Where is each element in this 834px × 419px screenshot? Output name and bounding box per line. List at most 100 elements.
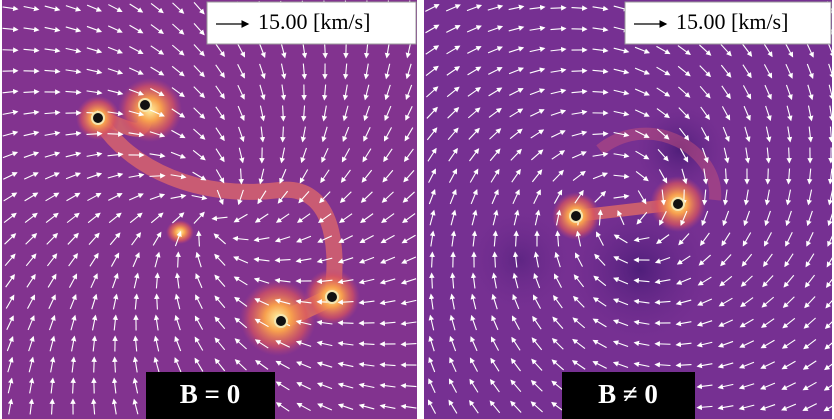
velocity-arrow [2, 5, 19, 12]
velocity-arrow [781, 339, 796, 349]
velocity-arrow [592, 339, 607, 349]
velocity-arrow [512, 272, 519, 289]
velocity-arrow [742, 43, 753, 57]
velocity-arrow [571, 151, 587, 159]
velocity-arrow [719, 275, 733, 287]
velocity-arrow [128, 172, 145, 179]
velocity-arrow [656, 45, 671, 55]
velocity-arrow [550, 67, 567, 74]
velocity-arrow [510, 358, 521, 372]
velocity-arrow [361, 169, 373, 183]
velocity-arrow [274, 257, 291, 263]
velocity-arrow [592, 131, 609, 137]
velocity-arrow [358, 341, 375, 347]
velocity-arrow [7, 377, 14, 394]
velocity-arrow [634, 109, 650, 117]
velocity-arrow [153, 314, 160, 331]
velocity-arrow [612, 361, 629, 369]
velocity-arrow [171, 87, 185, 98]
velocity-arrow [193, 211, 205, 224]
velocity-arrow [722, 189, 729, 206]
velocity-arrow [720, 64, 732, 78]
velocity-arrow [23, 151, 40, 158]
velocity-arrow [551, 380, 565, 392]
velocity-arrow [214, 253, 226, 266]
velocity-arrow [110, 252, 120, 267]
velocity-arrow [470, 314, 477, 331]
velocity-arrow [234, 317, 248, 329]
velocity-arrow [321, 147, 329, 163]
velocity-arrow [132, 356, 139, 373]
velocity-arrow [740, 297, 754, 308]
velocity-arrow [613, 256, 629, 264]
velocity-arrow [469, 168, 479, 183]
velocity-arrow [86, 25, 103, 33]
velocity-arrow [675, 299, 692, 306]
velocity-arrow [571, 68, 588, 74]
velocity-arrow [824, 342, 832, 350]
velocity-arrow [594, 253, 606, 266]
velocity-arrow [254, 213, 269, 223]
velocity-arrow [425, 4, 440, 12]
velocity-arrow [678, 107, 690, 120]
velocity-arrow [425, 65, 439, 77]
velocity-arrow [827, 235, 832, 247]
velocity-arrow [128, 193, 144, 201]
velocity-arrow [112, 293, 119, 310]
velocity-arrow [195, 273, 203, 289]
velocity-arrow [150, 212, 164, 224]
velocity-arrow [633, 361, 650, 368]
velocity-arrow [696, 383, 713, 390]
velocity-arrow [721, 232, 731, 247]
velocity-arrow [681, 168, 688, 185]
velocity-arrow [633, 340, 650, 347]
velocity-arrow [400, 403, 417, 410]
velocity-arrow [111, 272, 119, 289]
velocity-arrow [170, 173, 187, 180]
velocity-arrow [67, 232, 79, 245]
velocity-arrow [132, 335, 139, 352]
velocity-arrow [149, 152, 166, 159]
velocity-arrow [150, 3, 164, 14]
velocity-arrow [806, 189, 813, 206]
velocity-arrow [215, 85, 225, 100]
velocity-arrow [86, 68, 103, 75]
velocity-arrow [612, 298, 629, 306]
velocity-arrow [112, 356, 118, 373]
velocity-arrow [65, 68, 82, 75]
velocity-arrow [379, 299, 396, 306]
velocity-arrow [171, 108, 186, 118]
velocity-arrow [25, 253, 37, 267]
velocity-arrow [154, 272, 160, 289]
velocity-arrow [362, 148, 372, 163]
velocity-arrow [701, 189, 708, 206]
velocity-arrow [150, 88, 165, 97]
velocity-arrow [108, 193, 123, 201]
velocity-arrow [88, 232, 100, 245]
velocity-arrow [342, 105, 349, 122]
velocity-arrow [488, 87, 503, 97]
velocity-arrow [553, 294, 563, 309]
velocity-arrow [491, 272, 498, 289]
velocity-arrow [91, 356, 97, 373]
velocity-arrow [400, 383, 417, 389]
velocity-arrow [2, 130, 19, 137]
velocity-arrow [490, 357, 500, 372]
velocity-arrow [743, 105, 751, 121]
velocity-arrow [87, 192, 102, 202]
velocity-arrow [512, 189, 520, 205]
velocity-arrow [215, 148, 225, 163]
velocity-arrow [300, 126, 307, 143]
velocity-arrow [654, 362, 671, 368]
velocity-arrow [426, 106, 438, 119]
velocity-arrow [534, 209, 541, 226]
velocity-arrow [696, 341, 713, 348]
velocity-arrow [428, 168, 436, 183]
velocity-arrow [91, 335, 98, 352]
velocity-arrow [764, 232, 772, 247]
velocity-arrow [171, 44, 185, 56]
legend: 15.00 [km/s] [624, 1, 832, 45]
velocity-arrow [27, 294, 36, 309]
velocity-arrow [828, 63, 832, 80]
velocity-arrow [425, 24, 440, 34]
